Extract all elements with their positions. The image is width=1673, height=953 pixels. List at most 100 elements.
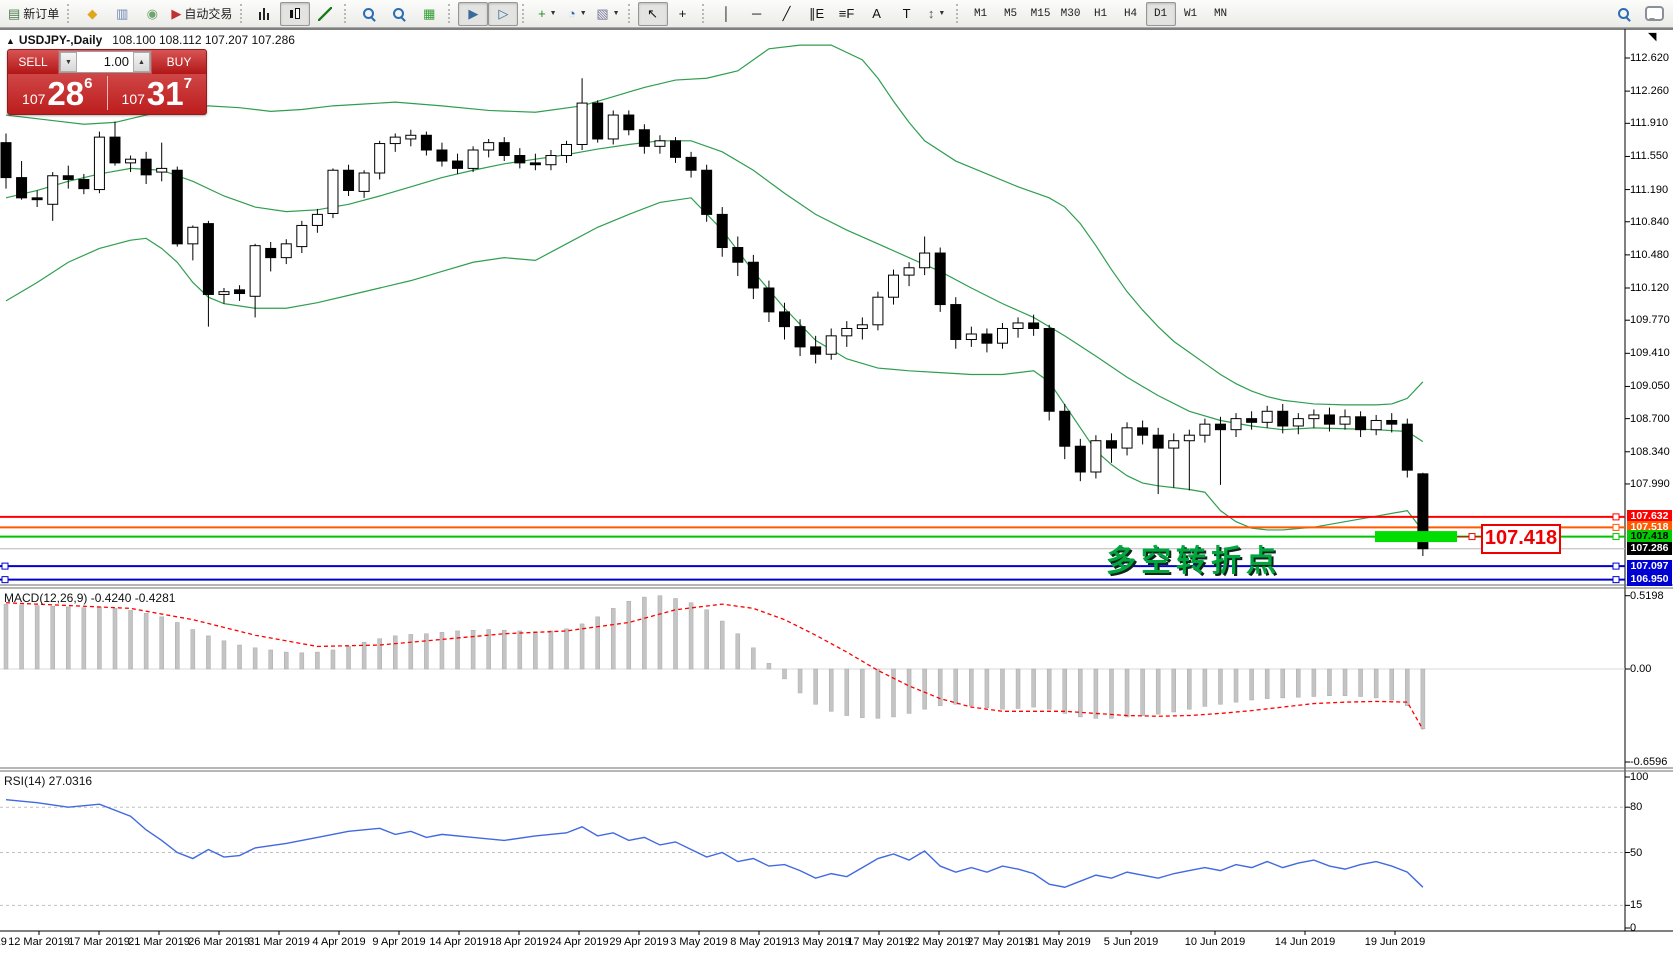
candlestick bbox=[436, 149, 448, 162]
arrows-button[interactable]: ↕ ▼ bbox=[922, 2, 952, 26]
price-axis-label: 112.620 bbox=[1630, 52, 1669, 64]
tf-mn[interactable]: MN bbox=[1206, 2, 1236, 26]
chart-corner-marker-icon: ◥ bbox=[1648, 31, 1657, 43]
macd-histogram-bar bbox=[221, 640, 227, 670]
candlestick bbox=[1386, 419, 1398, 425]
profiles-button[interactable]: ◆ bbox=[77, 2, 107, 26]
date-axis-label: 14 Jun 2019 bbox=[1274, 936, 1336, 948]
candlestick-button[interactable] bbox=[280, 1, 311, 26]
line-chart-icon bbox=[318, 6, 333, 21]
date-axis-label: 29 Apr 2019 bbox=[609, 936, 669, 948]
candlestick bbox=[965, 333, 977, 341]
macd-histogram-bar bbox=[1342, 668, 1348, 697]
candlestick bbox=[358, 172, 370, 192]
callout-anchor-handle[interactable] bbox=[1468, 533, 1476, 541]
line-handle[interactable] bbox=[1612, 533, 1620, 541]
zoom-in-button[interactable] bbox=[354, 2, 384, 26]
candlestick bbox=[93, 136, 105, 191]
macd-histogram-bar bbox=[1296, 668, 1301, 698]
navigator-button[interactable]: ◉ bbox=[137, 2, 167, 26]
navigator-icon: ◉ bbox=[146, 6, 158, 21]
macd-histogram-bar bbox=[922, 668, 927, 710]
line-handle[interactable] bbox=[1612, 562, 1620, 570]
volume-increase-button[interactable]: ▲ bbox=[133, 52, 150, 72]
price-callout-label[interactable]: 107.418 bbox=[1481, 524, 1561, 554]
market-watch-button[interactable]: ▥ bbox=[107, 2, 137, 26]
candlestick bbox=[1308, 414, 1320, 420]
one-click-collapse-icon[interactable]: ▲ bbox=[6, 36, 15, 46]
line-handle[interactable] bbox=[1, 562, 9, 570]
fibonacci-icon: ≡F bbox=[838, 6, 855, 21]
buy-price[interactable]: 107 31 7 bbox=[108, 74, 207, 112]
text-button[interactable]: A bbox=[862, 2, 892, 26]
macd-histogram-bar bbox=[1187, 668, 1192, 710]
tf-m30[interactable]: M30 bbox=[1056, 2, 1086, 26]
macd-histogram-bar bbox=[1140, 668, 1145, 716]
tile-windows-button[interactable]: ▦ bbox=[414, 2, 444, 26]
macd-histogram-bar bbox=[610, 608, 616, 670]
chat-button[interactable] bbox=[1639, 2, 1669, 26]
tf-m15[interactable]: M15 bbox=[1026, 2, 1056, 26]
buy-button[interactable]: BUY bbox=[152, 50, 206, 74]
price-axis-label: 109.770 bbox=[1630, 314, 1670, 327]
tf-h4[interactable]: H4 bbox=[1116, 2, 1146, 26]
price-axis-label: 107.990 bbox=[1630, 477, 1670, 490]
date-axis-label: 17 May 2019 bbox=[847, 936, 911, 948]
indicators-button[interactable]: + ▼ bbox=[532, 2, 562, 26]
search-button[interactable] bbox=[1609, 2, 1639, 26]
turning-point-marker[interactable] bbox=[1375, 531, 1457, 543]
price-level-badge: 107.097 bbox=[1627, 559, 1672, 573]
auto-scroll-button[interactable]: ▶ bbox=[458, 1, 489, 26]
cursor-button[interactable]: ↖ bbox=[637, 1, 668, 26]
profiles-icon: ◆ bbox=[87, 6, 98, 21]
horizontal-line-button[interactable]: ─ bbox=[742, 2, 772, 26]
channel-button[interactable]: ∥E bbox=[802, 2, 832, 26]
line-handle[interactable] bbox=[1, 576, 9, 584]
price-axis-label: 111.550 bbox=[1630, 150, 1669, 163]
tf-m1[interactable]: M1 bbox=[966, 2, 996, 26]
autotrading-button[interactable]: ▶ 自动交易 bbox=[167, 2, 236, 26]
candlestick bbox=[981, 333, 993, 344]
candlestick bbox=[654, 140, 666, 147]
candlestick bbox=[1152, 434, 1164, 449]
tf-d1[interactable]: D1 bbox=[1145, 1, 1176, 26]
macd-histogram-bar bbox=[315, 651, 320, 670]
candlestick bbox=[1199, 423, 1211, 436]
tf-w1[interactable]: W1 bbox=[1176, 2, 1206, 26]
trendline-button[interactable]: ╱ bbox=[772, 2, 802, 26]
tf-m5[interactable]: M5 bbox=[996, 2, 1026, 26]
volume-decrease-button[interactable]: ▼ bbox=[60, 52, 77, 72]
turning-point-annotation[interactable]: 多空转折点 bbox=[1106, 545, 1281, 578]
new-order-button-label: 新订单 bbox=[23, 7, 60, 21]
templates-button[interactable]: ▧ ▼ bbox=[592, 2, 623, 26]
tf-h1[interactable]: H1 bbox=[1086, 2, 1116, 26]
volume-input[interactable]: 1.00 bbox=[103, 54, 129, 69]
macd-histogram-bar bbox=[1327, 668, 1332, 697]
line-handle[interactable] bbox=[1612, 523, 1620, 531]
chart-title: ▲ USDJPY-,Daily 108.100 108.112 107.207 10… bbox=[6, 33, 295, 47]
autotrading-icon: ▶ bbox=[171, 6, 182, 21]
bar-chart-button[interactable] bbox=[250, 2, 280, 26]
toolbar-divider bbox=[955, 4, 962, 23]
sell-price[interactable]: 107 28 6 bbox=[8, 74, 107, 112]
line-handle[interactable] bbox=[1612, 513, 1620, 521]
macd-histogram-bar bbox=[81, 607, 87, 670]
sell-button[interactable]: SELL bbox=[8, 50, 58, 74]
crosshair-button[interactable]: + bbox=[668, 2, 698, 26]
line-handle[interactable] bbox=[1612, 576, 1620, 584]
new-order-button[interactable]: ▤ 新订单 bbox=[4, 2, 63, 26]
text-label-button[interactable]: T bbox=[892, 2, 922, 26]
vertical-line-button[interactable]: │ bbox=[712, 2, 742, 26]
fibonacci-button[interactable]: ≡F bbox=[832, 2, 862, 26]
dropdown-caret-icon: ▼ bbox=[579, 10, 587, 17]
candlestick bbox=[1168, 440, 1180, 449]
toolbar-divider bbox=[701, 4, 708, 23]
chart-shift-button[interactable]: ▷ bbox=[488, 1, 519, 26]
macd-histogram-bar bbox=[1078, 668, 1083, 718]
line-chart-button[interactable] bbox=[310, 2, 340, 26]
macd-histogram-bar bbox=[1233, 668, 1239, 703]
zoom-out-button[interactable] bbox=[384, 2, 414, 26]
periods-button[interactable]: ◔ ▼ bbox=[562, 2, 592, 26]
candlestick bbox=[0, 142, 12, 179]
